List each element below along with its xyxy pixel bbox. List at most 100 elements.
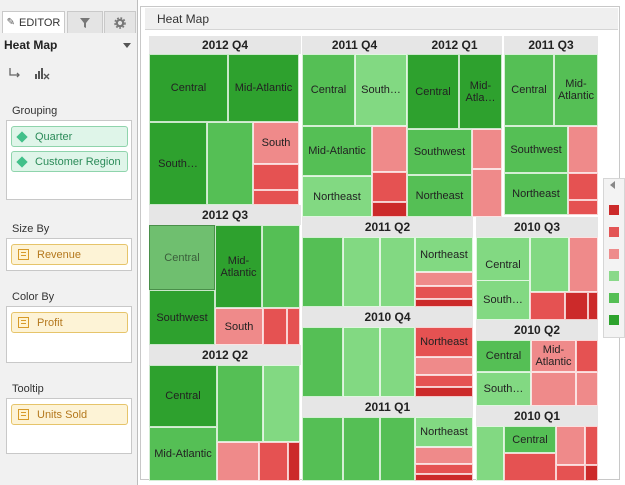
heatmap-title: Heat Map xyxy=(157,12,210,26)
heatmap-cell[interactable] xyxy=(588,292,598,320)
heatmap-cell[interactable]: Northeast xyxy=(415,417,473,447)
heatmap-cell[interactable] xyxy=(568,126,598,173)
heatmap-cell[interactable] xyxy=(259,442,288,481)
heatmap-cell[interactable] xyxy=(585,426,598,465)
heatmap-cell[interactable] xyxy=(476,426,504,481)
chart-type-select[interactable]: Heat Map xyxy=(0,33,137,57)
heatmap-cell[interactable] xyxy=(504,453,556,481)
heatmap-cell[interactable] xyxy=(372,202,407,217)
chevron-left-icon[interactable] xyxy=(610,181,615,189)
heatmap-cell[interactable] xyxy=(262,225,300,308)
heatmap-cell[interactable] xyxy=(472,129,502,169)
heatmap-cell[interactable] xyxy=(472,169,502,217)
heatmap-cell[interactable]: Mid-Atlantic xyxy=(149,427,217,481)
heatmap-cell[interactable]: South xyxy=(253,122,299,164)
legend-swatch xyxy=(609,249,619,259)
heatmap-cell[interactable]: Central xyxy=(149,365,217,427)
heatmap-cell[interactable]: Mid-Atlantic xyxy=(215,225,262,308)
heatmap-cell[interactable]: Mid-Atla… xyxy=(459,54,502,129)
heatmap-cell[interactable] xyxy=(530,237,569,292)
heatmap-cell[interactable]: Northeast xyxy=(504,173,568,215)
heatmap-cell[interactable] xyxy=(253,164,299,190)
heatmap-cell[interactable]: Mid-Atlantic xyxy=(302,126,372,176)
swap-axes-icon[interactable] xyxy=(8,66,22,80)
tab-filter[interactable] xyxy=(67,11,103,33)
heatmap-cell[interactable] xyxy=(343,417,380,481)
tab-editor[interactable]: ✎ EDITOR xyxy=(2,11,65,33)
heatmap-cell[interactable]: South… xyxy=(476,280,530,320)
grouping-field-quarter[interactable]: Quarter xyxy=(11,126,128,147)
heatmap-cell[interactable]: Mid-Atlantic xyxy=(228,54,299,122)
heatmap-cell[interactable] xyxy=(415,299,473,307)
heatmap-cell[interactable]: Central xyxy=(149,225,215,290)
heatmap-cell[interactable] xyxy=(531,372,576,406)
heatmap-cell[interactable]: South xyxy=(215,308,263,345)
heatmap-cell[interactable]: Central xyxy=(504,54,554,126)
heatmap-cell[interactable] xyxy=(207,122,253,205)
heatmap-cell[interactable] xyxy=(288,442,300,481)
heatmap-cell[interactable] xyxy=(302,417,343,481)
heatmap-cell[interactable]: Southwest xyxy=(407,129,472,175)
heatmap-cell[interactable] xyxy=(585,465,598,481)
heatmap-cell[interactable]: Northeast xyxy=(415,327,473,357)
heatmap-cell[interactable]: Central xyxy=(476,340,531,372)
heatmap-cell[interactable] xyxy=(556,426,585,465)
heatmap-cell[interactable] xyxy=(380,237,415,307)
color-by-field-profit[interactable]: Profit xyxy=(11,312,128,333)
heatmap-cell[interactable] xyxy=(253,190,299,205)
heatmap-cell[interactable] xyxy=(415,474,473,481)
heatmap-cell[interactable] xyxy=(302,327,343,397)
heatmap-cell[interactable] xyxy=(380,417,415,481)
heatmap-cell[interactable]: Central xyxy=(149,54,228,122)
heatmap-cell[interactable] xyxy=(415,375,473,387)
heatmap-cell[interactable]: South… xyxy=(149,122,207,205)
heatmap-cell[interactable]: South… xyxy=(355,54,407,126)
heatmap-cell[interactable] xyxy=(576,372,598,406)
heatmap-cell[interactable] xyxy=(217,442,259,481)
chart-type-label: Heat Map xyxy=(4,38,58,52)
heatmap-cell[interactable] xyxy=(343,327,380,397)
heatmap-cell[interactable] xyxy=(568,200,598,215)
heatmap-cell[interactable]: Central xyxy=(302,54,355,126)
heatmap-cell[interactable] xyxy=(415,447,473,464)
tooltip-field-units-sold[interactable]: Units Sold xyxy=(11,404,128,425)
heatmap-cell[interactable]: Northeast xyxy=(415,237,473,272)
heatmap-cell[interactable] xyxy=(287,308,300,345)
heatmap-cell[interactable] xyxy=(415,272,473,286)
heatmap-cell[interactable]: Southwest xyxy=(149,290,215,345)
group-header: 2011 Q4 xyxy=(302,36,407,54)
heatmap-cell[interactable]: Northeast xyxy=(407,175,472,217)
heatmap-cell[interactable]: Mid-Atlantic xyxy=(531,340,576,372)
size-by-field-revenue[interactable]: Revenue xyxy=(11,244,128,265)
group-header: 2012 Q3 xyxy=(149,205,301,225)
heatmap-cell[interactable] xyxy=(556,465,585,481)
heatmap-cell[interactable] xyxy=(415,387,473,397)
heatmap-cell[interactable] xyxy=(530,292,565,320)
heatmap-cell[interactable] xyxy=(568,173,598,200)
heatmap-cell[interactable] xyxy=(217,365,263,442)
heatmap-cell[interactable]: Southwest xyxy=(504,126,568,173)
heatmap-cell[interactable]: Central xyxy=(407,54,459,129)
clear-chart-icon[interactable] xyxy=(34,66,50,80)
heatmap-cell[interactable] xyxy=(263,365,300,442)
group-header: 2010 Q2 xyxy=(476,320,598,340)
heatmap-cell[interactable]: Mid-Atlantic xyxy=(554,54,598,126)
heatmap-cell[interactable] xyxy=(415,357,473,375)
heatmap-cell[interactable] xyxy=(380,327,415,397)
legend-swatch xyxy=(609,293,619,303)
heatmap-cell[interactable] xyxy=(263,308,287,345)
heatmap-cell[interactable] xyxy=(415,464,473,474)
heatmap-cell[interactable]: Northeast xyxy=(302,176,372,217)
heatmap-cell[interactable] xyxy=(569,237,598,292)
heatmap-cell[interactable] xyxy=(415,286,473,299)
heatmap-cell[interactable] xyxy=(565,292,588,320)
grouping-field-customer-region[interactable]: Customer Region xyxy=(11,151,128,172)
heatmap-cell[interactable] xyxy=(372,172,407,202)
heatmap-cell[interactable]: South… xyxy=(476,372,531,406)
heatmap-cell[interactable] xyxy=(372,126,407,172)
heatmap-cell[interactable]: Central xyxy=(504,426,556,453)
heatmap-cell[interactable] xyxy=(302,237,343,307)
heatmap-cell[interactable] xyxy=(576,340,598,372)
tab-settings[interactable] xyxy=(104,11,136,33)
heatmap-cell[interactable] xyxy=(343,237,380,307)
